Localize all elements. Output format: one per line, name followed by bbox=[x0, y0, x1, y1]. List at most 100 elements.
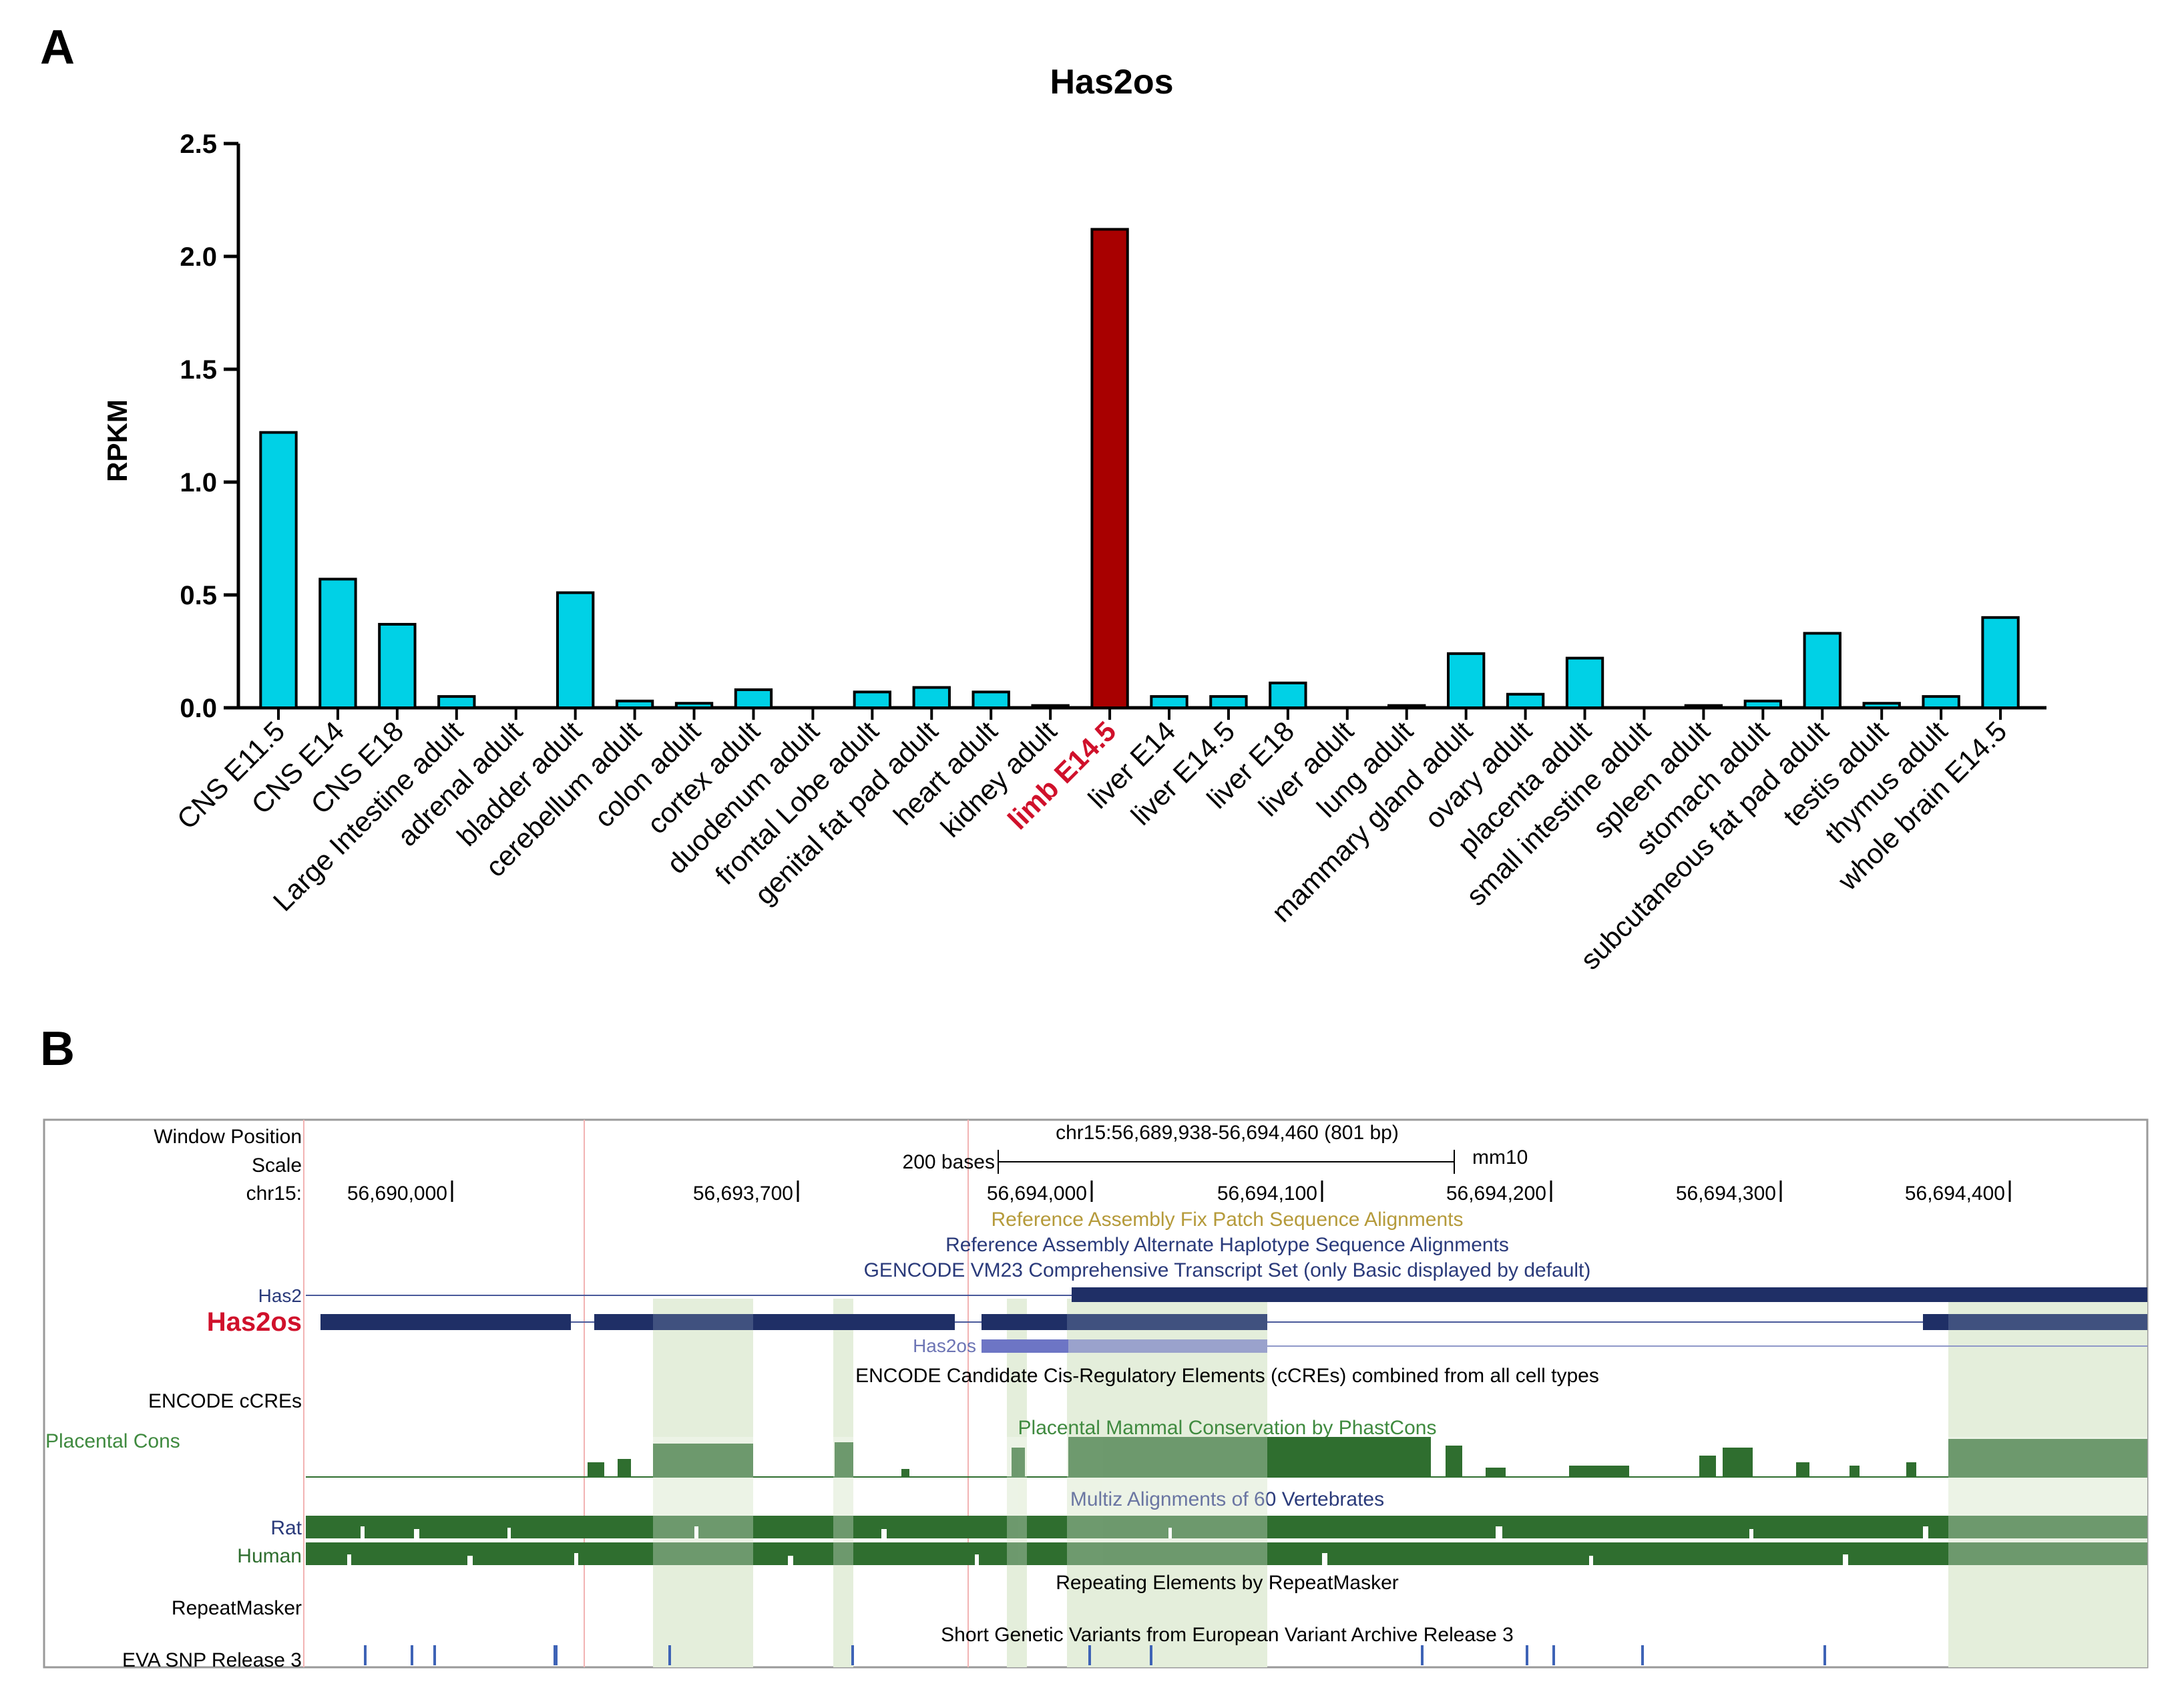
coordinate-label: 56,694,000 bbox=[987, 1183, 1087, 1205]
highlight-tint-region bbox=[653, 1437, 753, 1565]
highlight-region bbox=[653, 1299, 753, 1667]
phastcons-peak bbox=[1796, 1462, 1809, 1477]
bar bbox=[971, 690, 1010, 709]
alignment-gap bbox=[1496, 1526, 1502, 1538]
phastcons-peak bbox=[653, 1444, 753, 1477]
y-tick-label: 0.0 bbox=[180, 694, 217, 723]
alignment-gap bbox=[975, 1554, 979, 1565]
bar bbox=[674, 702, 714, 709]
chart-title: Has2os bbox=[1050, 63, 1174, 101]
alignment-gap bbox=[881, 1529, 887, 1538]
alignment-gap bbox=[1168, 1528, 1172, 1538]
panel-a-label: A bbox=[40, 21, 75, 74]
phastcons-peak bbox=[1906, 1462, 1916, 1477]
alignment-gap bbox=[1589, 1556, 1593, 1565]
y-tick-label: 0.5 bbox=[180, 581, 217, 610]
encode-track-label: ENCODE cCREs bbox=[148, 1390, 302, 1412]
bar bbox=[1150, 695, 1188, 709]
phastcons-peak bbox=[1699, 1456, 1716, 1477]
eva-track-title: Short Genetic Variants from European Var… bbox=[941, 1624, 1514, 1646]
highlight-region bbox=[1948, 1299, 2147, 1667]
repeatmasker-track-label: RepeatMasker bbox=[172, 1597, 302, 1619]
y-tick-label: 1.5 bbox=[180, 355, 217, 385]
alignment-gap bbox=[1749, 1529, 1753, 1538]
bar bbox=[734, 688, 773, 709]
coordinate-ruler: 56,690,000 56,693,700 56,694,000 56,694,… bbox=[347, 1181, 2011, 1205]
has2-exon bbox=[1072, 1287, 2147, 1302]
has2os-exon-shaded bbox=[1067, 1314, 1267, 1330]
fix-patch-track-title: Reference Assembly Fix Patch Sequence Al… bbox=[991, 1209, 1463, 1231]
bar bbox=[1684, 704, 1723, 709]
encode-track-title: ENCODE Candidate Cis-Regulatory Elements… bbox=[855, 1365, 1599, 1387]
highlight-region bbox=[1007, 1299, 1027, 1667]
alignment-gap bbox=[467, 1556, 473, 1565]
alignment-gap bbox=[361, 1526, 365, 1538]
snp-marks bbox=[364, 1645, 1826, 1665]
phastcons-peak bbox=[1446, 1446, 1462, 1477]
y-axis-label: RPKM bbox=[101, 399, 133, 482]
alignment-gap bbox=[694, 1526, 698, 1538]
repeatmasker-track-title: Repeating Elements by RepeatMasker bbox=[1056, 1572, 1399, 1594]
phastcons-peak bbox=[1068, 1437, 1267, 1477]
window-position-value: chr15:56,689,938-56,694,460 (801 bp) bbox=[1056, 1122, 1399, 1144]
genome-browser: B Window Position chr15:56,689,938-56,69… bbox=[40, 1022, 2149, 1671]
bar bbox=[1387, 704, 1426, 709]
alignment-gap bbox=[574, 1553, 578, 1565]
highlight-tint-region bbox=[1067, 1437, 1267, 1565]
human-track-label: Human bbox=[237, 1545, 302, 1567]
has2os-exon bbox=[594, 1314, 955, 1330]
coordinate-label: 56,694,200 bbox=[1446, 1183, 1546, 1205]
bar bbox=[259, 431, 298, 709]
y-tick-label: 1.0 bbox=[180, 468, 217, 497]
highlight-region bbox=[833, 1299, 853, 1667]
phastcons-peak bbox=[618, 1459, 631, 1477]
bar bbox=[1922, 695, 1960, 709]
phastcons-peak bbox=[1012, 1448, 1025, 1477]
bar bbox=[615, 699, 654, 709]
alignment-gap bbox=[507, 1528, 511, 1538]
bar bbox=[1090, 228, 1129, 709]
bar bbox=[1269, 681, 1307, 710]
alt-haplotype-track-title: Reference Assembly Alternate Haplotype S… bbox=[945, 1234, 1509, 1256]
alignment-gap bbox=[788, 1556, 793, 1565]
alignment-gaps bbox=[347, 1526, 1928, 1565]
scale-label: Scale bbox=[252, 1154, 302, 1177]
phastcons-peak bbox=[901, 1469, 909, 1477]
has2os-exon-shaded bbox=[653, 1314, 753, 1330]
bars bbox=[259, 228, 2020, 710]
bar bbox=[1031, 704, 1070, 709]
phastcons-track-title: Placental Mammal Conservation by PhastCo… bbox=[1018, 1417, 1437, 1439]
bar bbox=[1209, 695, 1248, 709]
human-alignment-track bbox=[306, 1542, 2147, 1565]
coordinate-label: 56,694,300 bbox=[1676, 1183, 1776, 1205]
has2os-exon bbox=[320, 1314, 571, 1330]
scale-value: 200 bases bbox=[903, 1151, 995, 1173]
window-position-label: Window Position bbox=[154, 1126, 302, 1148]
has2os-transcript-label: Has2os bbox=[913, 1335, 976, 1356]
phastcons-peak bbox=[1267, 1437, 1431, 1477]
bar bbox=[437, 695, 476, 709]
phastcons-peak bbox=[1948, 1439, 2147, 1477]
highlight-region bbox=[1067, 1299, 1267, 1667]
has2os-exon-shaded bbox=[1948, 1314, 2147, 1330]
bar bbox=[1506, 692, 1545, 709]
has2-gene-label: Has2 bbox=[258, 1285, 302, 1306]
phastcons-peaks bbox=[588, 1437, 2147, 1477]
chrom-label: chr15: bbox=[246, 1183, 302, 1205]
bar bbox=[1862, 702, 1901, 709]
alignment-gap bbox=[1923, 1526, 1928, 1538]
expression-bar-chart: A Has2os RPKM 0.0 0.5 1.0 1.5 2.0 2.5 CNS E11… bbox=[40, 21, 2046, 976]
bar bbox=[1565, 656, 1604, 710]
phastcons-peak bbox=[1486, 1468, 1506, 1477]
bar bbox=[1981, 616, 2020, 709]
bar bbox=[318, 578, 357, 710]
y-tick-label: 2.0 bbox=[180, 242, 217, 272]
assembly-label: mm10 bbox=[1472, 1146, 1528, 1168]
rat-alignment-track bbox=[306, 1516, 2147, 1538]
highlight-tint-region bbox=[1948, 1437, 2147, 1565]
y-tick-label: 2.5 bbox=[180, 130, 217, 159]
eva-track-label: EVA SNP Release 3 bbox=[122, 1649, 302, 1671]
highlight-regions bbox=[653, 1299, 2147, 1667]
has2os-transcript-exon bbox=[982, 1339, 1068, 1353]
